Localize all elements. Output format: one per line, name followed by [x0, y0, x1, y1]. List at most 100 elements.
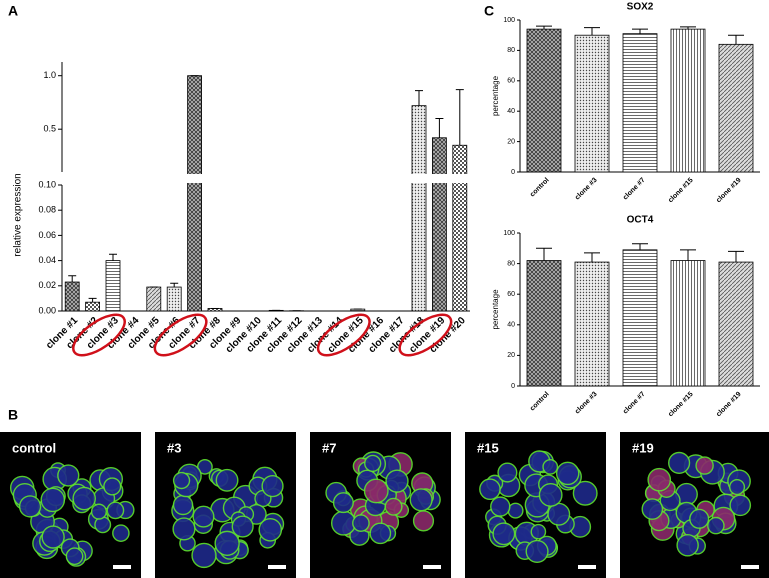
- chart-title: OCT4: [627, 215, 654, 226]
- error-bar: [584, 27, 600, 36]
- scale-bar: [578, 565, 596, 569]
- highlight-circle: [316, 313, 371, 357]
- panel-label: B: [8, 407, 18, 423]
- cell: [689, 508, 710, 529]
- y-tick-label: 0.00: [38, 305, 56, 315]
- error-bar: [728, 34, 744, 45]
- bar: [670, 260, 706, 387]
- y-tick-label: 0.08: [38, 205, 56, 215]
- error-bar: [632, 243, 648, 250]
- error-bar: [584, 252, 600, 263]
- cell: [555, 461, 580, 486]
- highlight-circle: [72, 313, 126, 357]
- image-label: #15: [477, 440, 499, 455]
- cell: [215, 468, 239, 492]
- y-tick-label: 0.06: [38, 230, 56, 240]
- cell: [90, 503, 108, 520]
- panel-label: C: [484, 3, 494, 19]
- cell: [172, 494, 194, 516]
- cell: [40, 487, 66, 513]
- cell: [384, 497, 403, 516]
- cell: [538, 483, 563, 507]
- cell: [492, 522, 516, 546]
- cell: [41, 525, 65, 549]
- y-tick-label: 100: [503, 17, 515, 24]
- cell: [729, 494, 752, 517]
- cell: [490, 496, 511, 517]
- cell: [231, 515, 254, 538]
- error-bar: [455, 89, 464, 146]
- cell: [676, 534, 699, 557]
- axis-break: [56, 174, 472, 183]
- cell: [261, 475, 284, 498]
- image-label: #19: [632, 440, 654, 455]
- bar: [622, 33, 658, 173]
- image-label: #7: [322, 440, 336, 455]
- y-tick-label: 0.10: [38, 179, 56, 189]
- cell: [192, 505, 215, 528]
- cell: [103, 477, 122, 496]
- cell: [728, 479, 746, 496]
- micrograph: control: [0, 432, 141, 578]
- scale-bar: [268, 565, 286, 569]
- y-axis-label: percentage: [491, 289, 500, 330]
- cell: [332, 492, 354, 514]
- cell: [409, 488, 433, 512]
- bar: [166, 286, 182, 312]
- error-bar: [536, 25, 552, 30]
- y-axis-label: percentage: [491, 75, 500, 116]
- scale-bar: [423, 565, 441, 569]
- bar: [526, 260, 562, 387]
- cell: [479, 478, 501, 500]
- y-tick-label: 80: [507, 260, 515, 267]
- error-bar: [632, 28, 648, 34]
- cell: [572, 480, 598, 506]
- y-tick-label: 40: [507, 322, 515, 329]
- micrograph: #19: [620, 432, 769, 578]
- error-bar: [536, 247, 552, 261]
- cell: [330, 510, 357, 536]
- y-tick-label: 0: [511, 169, 515, 176]
- panel-label: A: [8, 3, 18, 19]
- scale-bar: [113, 565, 131, 569]
- cell: [258, 517, 283, 542]
- cell: [191, 542, 217, 569]
- cell: [18, 495, 42, 518]
- y-tick-label: 60: [507, 78, 515, 85]
- micrograph: #3: [155, 432, 296, 578]
- micrograph: #7: [310, 432, 451, 578]
- error-bar: [68, 275, 77, 283]
- cell: [385, 469, 409, 493]
- cell: [172, 471, 191, 490]
- y-tick-label: 60: [507, 291, 515, 298]
- cell: [352, 514, 370, 532]
- cell: [172, 517, 196, 541]
- cell: [72, 486, 96, 511]
- cell: [369, 522, 392, 545]
- bar: [431, 137, 447, 312]
- highlight-circle: [398, 313, 453, 357]
- scale-bar: [741, 565, 759, 569]
- cell: [363, 478, 389, 504]
- error-bar: [435, 118, 444, 138]
- error-bar: [728, 250, 744, 263]
- bar: [574, 34, 610, 173]
- y-tick-label: 80: [507, 47, 515, 54]
- image-label: #3: [167, 440, 181, 455]
- image-label: control: [12, 440, 56, 455]
- bar: [105, 260, 121, 312]
- error-bar: [88, 297, 97, 303]
- bar: [187, 75, 203, 312]
- micrograph: #15: [465, 432, 606, 578]
- y-tick-label: 0: [511, 383, 515, 390]
- cell: [668, 451, 691, 475]
- cell: [65, 547, 84, 566]
- highlight-circle: [153, 313, 208, 357]
- y-tick-label: 40: [507, 108, 515, 115]
- y-axis-label: relative expression: [13, 173, 24, 256]
- bar: [146, 286, 162, 312]
- bar: [718, 43, 754, 173]
- bar: [718, 261, 754, 387]
- bar: [574, 261, 610, 387]
